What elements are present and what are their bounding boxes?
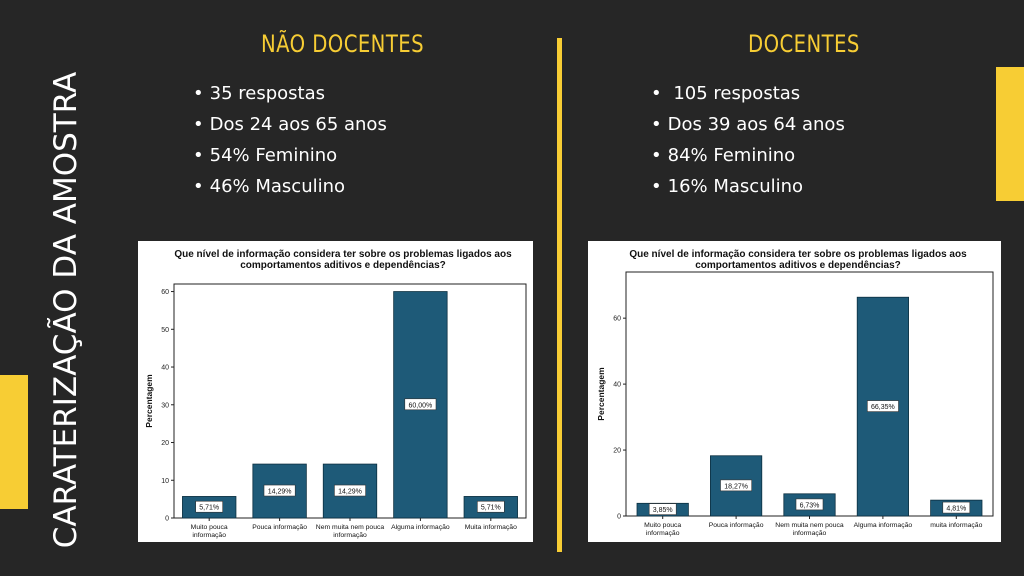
x-tick-label: Muito pouca — [644, 522, 681, 529]
bullet-list-docentes: 105 respostas Dos 39 aos 64 anos 84% Fem… — [651, 78, 845, 202]
bullet-item: 35 respostas — [193, 78, 387, 109]
x-tick-label: Pouca informação — [709, 522, 764, 529]
y-tick-label: 60 — [613, 316, 621, 323]
bullet-item: Dos 24 aos 65 anos — [193, 109, 387, 140]
data-label: 5,71% — [199, 505, 219, 512]
y-tick-label: 0 — [617, 514, 621, 521]
chart-title: comportamentos aditivos e dependências? — [240, 260, 446, 271]
data-label-box — [795, 498, 824, 511]
bullet-item: Dos 39 aos 64 anos — [651, 109, 845, 140]
x-tick-label: Alguma informação — [854, 522, 913, 529]
y-tick-label: 60 — [161, 289, 169, 296]
y-axis-label: Percentagem — [144, 374, 154, 428]
side-title: CARATERIZAÇÃO DA AMOSTRA — [48, 71, 84, 549]
x-tick-label: informação — [646, 530, 680, 537]
data-label: 66,35% — [871, 404, 895, 411]
data-label-box — [195, 500, 224, 513]
data-label-box — [866, 400, 899, 412]
y-tick-label: 50 — [161, 327, 169, 334]
y-tick-label: 30 — [161, 402, 169, 409]
data-label: 5,71% — [481, 505, 501, 512]
data-label: 14,29% — [268, 489, 292, 496]
chart-title: Que nível de informação considera ter so… — [174, 249, 512, 260]
chart-title: Que nível de informação considera ter so… — [629, 249, 967, 260]
column-divider — [557, 38, 562, 552]
bullet-item: 46% Masculino — [193, 171, 387, 202]
bullet-list-nao-docentes: 35 respostas Dos 24 aos 65 anos 54% Femi… — [193, 78, 387, 202]
data-label-box — [263, 484, 296, 497]
bar-chart-nao-docentes: Que nível de informação considera ter so… — [144, 249, 527, 539]
data-label: 18,27% — [724, 483, 748, 490]
y-tick-label: 40 — [613, 382, 621, 389]
x-tick-label: muita informação — [930, 522, 982, 529]
data-label-box — [942, 501, 971, 514]
data-label: 3,85% — [653, 507, 673, 514]
chart-panel-docentes: Que nível de informação considera ter so… — [588, 241, 1001, 542]
x-tick-label: Alguma informação — [391, 524, 450, 531]
x-tick-label: Muita informação — [465, 524, 517, 531]
x-tick-label: informação — [333, 532, 367, 539]
y-tick-label: 40 — [161, 365, 169, 372]
accent-bar-left — [0, 375, 28, 509]
plot-area — [625, 271, 994, 517]
data-label: 60,00% — [409, 402, 433, 409]
data-label-box — [404, 398, 437, 411]
y-tick-label: 20 — [613, 448, 621, 455]
data-label: 14,29% — [338, 489, 362, 496]
y-tick-label: 0 — [165, 516, 169, 523]
data-label-box — [476, 500, 505, 513]
chart-title: comportamentos aditivos e dependências? — [695, 260, 901, 271]
y-axis-label: Percentagem — [596, 367, 606, 421]
data-label: 4,81% — [946, 506, 966, 513]
data-label-box — [720, 479, 753, 492]
y-tick-label: 10 — [161, 478, 169, 485]
bullet-item: 105 respostas — [651, 78, 845, 109]
bullet-item: 16% Masculino — [651, 171, 845, 202]
x-tick-label: Nem muita nem pouca — [316, 524, 385, 531]
x-tick-label: informação — [192, 532, 226, 539]
data-label-box — [648, 503, 677, 515]
chart-panel-nao-docentes: Que nível de informação considera ter so… — [138, 241, 533, 542]
bar-chart-docentes: Que nível de informação considera ter so… — [596, 249, 994, 537]
data-label: 6,73% — [800, 502, 820, 509]
data-label-box — [334, 484, 366, 497]
bullet-item: 84% Feminino — [651, 140, 845, 171]
bullet-item: 54% Feminino — [193, 140, 387, 171]
x-tick-label: Pouca informação — [252, 524, 307, 531]
column-title-nao-docentes: NÃO DOCENTES — [261, 30, 425, 58]
x-tick-label: Muito pouca — [191, 524, 228, 531]
x-tick-label: informação — [793, 530, 827, 537]
column-title-docentes: DOCENTES — [748, 30, 860, 58]
x-tick-label: Nem muita nem pouca — [775, 522, 844, 529]
y-tick-label: 20 — [161, 440, 169, 447]
accent-bar-right — [996, 67, 1024, 201]
